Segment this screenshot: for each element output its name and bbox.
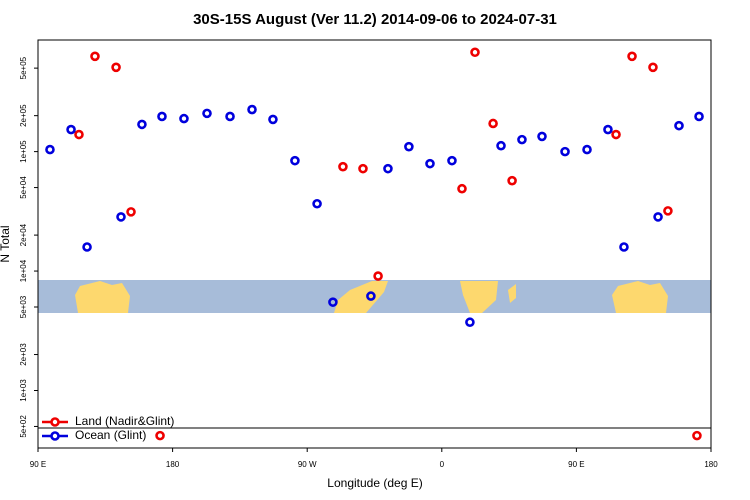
plot-frame [37,39,712,449]
point [537,131,547,142]
point [268,114,278,125]
y-tick-label: 5e+05 [19,56,28,79]
land [508,284,516,303]
point [225,111,235,122]
legend-label: Land (Nadir&Glint) [75,414,174,428]
land [612,281,668,313]
y-tick-label: 5e+02 [19,415,28,438]
x-tick-label: 90 E [30,460,46,469]
point [404,141,414,152]
point [488,118,498,129]
point [692,430,702,441]
point [373,271,383,281]
point [663,206,673,216]
land [75,281,130,313]
legend-label: Ocean (Glint) [75,428,146,442]
x-tick-label: 180 [166,460,180,469]
point [155,430,165,441]
x-axis-label: Longitude (deg E) [327,476,422,490]
point [290,155,300,166]
point [179,113,189,124]
point [202,108,212,119]
point [653,212,663,222]
point [674,120,684,131]
y-tick-label: 2e+04 [19,223,28,246]
land [334,281,388,313]
point [457,183,467,194]
point [328,297,338,307]
point [312,198,322,209]
y-tick-label: 2e+05 [19,104,28,127]
point [603,124,613,135]
point [126,207,136,217]
point [358,163,368,174]
point [582,144,592,155]
world-map [38,280,711,313]
point [66,124,76,135]
x-tick-label: 180 [704,460,718,469]
point [82,242,92,252]
point [137,119,147,130]
land [460,281,498,313]
point [425,158,435,169]
y-tick-label: 1e+05 [19,140,28,163]
point [338,161,348,172]
y-tick-label: 5e+04 [19,176,28,199]
legend-marker [50,431,60,441]
point [619,242,629,252]
chart-title: 30S-15S August (Ver 11.2) 2014-09-06 to … [193,11,557,28]
x-tick-label: 90 E [568,460,584,469]
point [627,51,637,62]
point [507,175,517,186]
point [496,140,506,151]
x-tick-label: 0 [440,460,445,469]
point [470,47,480,58]
point [116,212,126,222]
point [447,155,457,166]
point [560,146,570,157]
point [611,129,621,140]
legend-marker [50,417,60,427]
point [90,51,100,62]
y-tick-label: 1e+03 [19,379,28,402]
point [111,62,121,73]
point [465,317,475,328]
point [694,111,704,122]
y-tick-label: 1e+04 [19,259,28,282]
point [45,144,55,155]
y-axis-label: N Total [0,225,12,262]
point [383,163,393,174]
point [648,62,658,73]
y-tick-label: 5e+03 [19,295,28,318]
point [366,291,376,301]
point [74,129,84,140]
x-tick-label: 90 W [298,460,317,469]
point [247,104,257,115]
point [157,111,167,122]
point [517,134,527,145]
y-tick-label: 2e+03 [19,343,28,366]
